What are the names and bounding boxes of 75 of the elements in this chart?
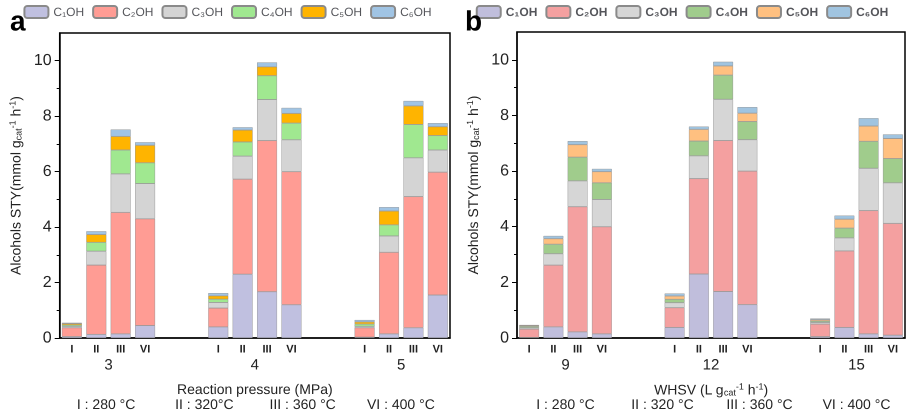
- y-tick-label: 0: [42, 330, 52, 346]
- legend-label: C₃OH: [645, 5, 678, 19]
- bar: [519, 329, 540, 338]
- y-tick-label: 4: [500, 218, 510, 236]
- x-tick-label: I: [70, 344, 74, 356]
- x-tick-label: I: [818, 344, 822, 356]
- legend-label: C₆OH: [856, 5, 888, 19]
- legend-label: C₆OH: [400, 5, 432, 19]
- text: III : 360 °C: [726, 396, 793, 412]
- x-tick-label: VI: [742, 344, 753, 356]
- y-axis-title: Alcohols STY(mmol gcat-1 h-1): [8, 96, 24, 275]
- x-tick-label: III: [573, 344, 582, 356]
- text: 3: [104, 356, 113, 374]
- legend-label: C₅OH: [786, 5, 818, 19]
- chart-title: b: [465, 6, 482, 36]
- x-axis-title: Reaction pressure (MPa): [177, 381, 333, 397]
- y-tick-label: 8: [500, 106, 510, 124]
- x-tick-label: I: [528, 344, 531, 356]
- x-tick-label: II: [386, 344, 392, 356]
- bar: [208, 293, 228, 296]
- bar: [354, 328, 375, 338]
- y-tick-label: 10: [34, 52, 52, 70]
- text: 15: [848, 356, 865, 374]
- x-tick-label: III: [116, 344, 126, 356]
- x-tick-label: II: [240, 344, 246, 356]
- text: 5: [397, 356, 406, 374]
- legend-label: C₄OH: [716, 5, 748, 19]
- x-tick-label: II: [841, 344, 848, 356]
- x-tick-label: I: [363, 344, 366, 356]
- y-tick-label: 10: [491, 51, 510, 68]
- legend-label: C₁OH: [506, 5, 538, 19]
- legend-label: C₁OH: [53, 5, 84, 19]
- y-tick-label: 6: [500, 162, 510, 180]
- x-tick-label: III: [864, 344, 874, 356]
- y-tick-label: 2: [42, 274, 52, 292]
- legend-label: C₄OH: [261, 5, 293, 19]
- text: III : 360 °C: [269, 396, 336, 412]
- legend-label: C₂OH: [122, 5, 154, 19]
- legend-label: C₂OH: [575, 5, 608, 19]
- text: II : 320°C: [175, 396, 234, 412]
- x-tick-label: VI: [888, 344, 898, 356]
- text: 9: [561, 356, 570, 374]
- bar: [664, 293, 685, 296]
- x-tick-label: III: [262, 344, 272, 356]
- legend-label: C₅OH: [330, 5, 362, 19]
- x-tick-label: VI: [140, 344, 150, 356]
- y-tick-label: 0: [500, 330, 510, 346]
- bar: [62, 328, 82, 337]
- bar: [810, 324, 830, 337]
- text: I : 280 °C: [536, 396, 595, 412]
- bar: [208, 296, 228, 300]
- bar: [664, 296, 685, 300]
- y-tick-label: 8: [42, 108, 52, 125]
- text: 12: [702, 356, 720, 374]
- x-tick-label: VI: [432, 344, 444, 356]
- x-tick-label: III: [408, 344, 418, 356]
- y-tick-label: 2: [500, 274, 510, 291]
- chart-title: a: [10, 6, 26, 36]
- legend-label: C₃OH: [191, 5, 224, 19]
- text: I : 280 °C: [76, 396, 136, 412]
- x-tick-label: II: [550, 344, 556, 356]
- text: II : 320 °C: [631, 396, 694, 412]
- x-tick-label: I: [216, 344, 220, 356]
- y-tick-label: 6: [42, 163, 52, 180]
- x-tick-label: III: [718, 344, 728, 356]
- text: VI : 400 °C: [822, 396, 890, 412]
- x-tick-label: VI: [596, 344, 608, 356]
- y-axis-title: Alcohols STY(mmol gcat-1 h-1): [464, 96, 481, 274]
- x-tick-label: II: [93, 344, 100, 356]
- text: 4: [250, 356, 260, 374]
- y-tick-label: 4: [42, 218, 52, 236]
- x-tick-label: VI: [286, 344, 297, 356]
- x-tick-label: II: [696, 344, 702, 356]
- text: VI : 400 °C: [366, 396, 435, 412]
- x-tick-label: I: [673, 344, 676, 356]
